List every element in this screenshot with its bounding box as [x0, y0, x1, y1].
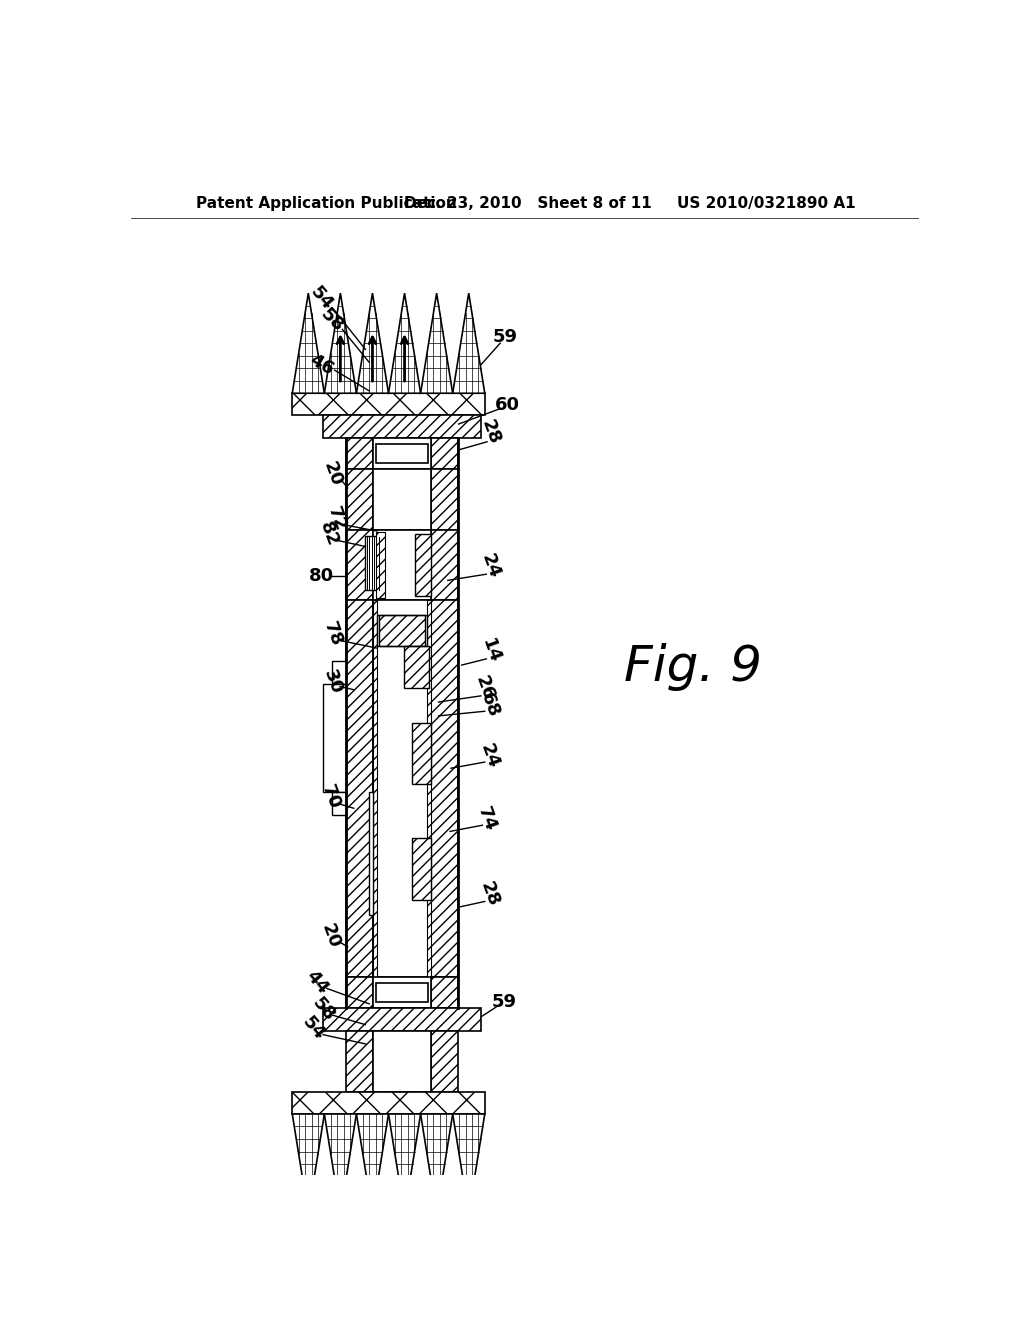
Text: 78: 78 [319, 619, 345, 649]
Bar [346, 438, 373, 469]
Text: 46: 46 [306, 351, 337, 379]
Bar [346, 599, 373, 977]
Bar [416, 535, 431, 595]
Bar [366, 536, 382, 590]
Polygon shape [453, 1114, 484, 1214]
Bar [412, 723, 431, 784]
Bar [373, 438, 431, 469]
Bar [373, 469, 431, 531]
Bar [431, 1031, 458, 1093]
Polygon shape [325, 293, 356, 393]
Text: 20: 20 [319, 459, 345, 488]
Text: Fig. 9: Fig. 9 [624, 643, 762, 690]
Text: 70: 70 [318, 783, 343, 812]
Bar [431, 531, 458, 599]
Text: 14: 14 [478, 636, 504, 667]
Polygon shape [421, 293, 453, 393]
Polygon shape [453, 293, 484, 393]
Bar [431, 469, 458, 531]
Bar [431, 438, 458, 469]
Polygon shape [388, 293, 421, 393]
Bar [376, 444, 428, 462]
Bar [377, 615, 427, 645]
Text: 54: 54 [299, 1014, 329, 1044]
Bar [292, 1093, 484, 1114]
Text: 44: 44 [302, 968, 332, 998]
Bar [346, 531, 373, 599]
Text: 58: 58 [308, 994, 338, 1024]
Bar [427, 599, 431, 977]
Text: 68: 68 [476, 690, 502, 719]
Text: 26: 26 [472, 673, 498, 704]
Text: 28: 28 [476, 879, 502, 909]
Text: Dec. 23, 2010   Sheet 8 of 11: Dec. 23, 2010 Sheet 8 of 11 [403, 195, 651, 211]
Text: 24: 24 [478, 552, 504, 581]
Bar [376, 983, 428, 1002]
Bar [431, 599, 458, 977]
Text: 54: 54 [306, 284, 337, 314]
Polygon shape [356, 1114, 388, 1214]
Polygon shape [325, 1114, 356, 1214]
Bar [412, 838, 431, 900]
Bar [346, 1031, 373, 1093]
Text: US 2010/0321890 A1: US 2010/0321890 A1 [677, 195, 856, 211]
Text: 59: 59 [492, 993, 516, 1011]
Polygon shape [292, 1114, 325, 1214]
Bar [323, 414, 481, 438]
Bar [323, 1007, 481, 1031]
Bar [376, 532, 385, 598]
Bar [373, 1031, 431, 1093]
Text: 72: 72 [325, 504, 349, 533]
Bar [373, 599, 431, 977]
Bar [373, 531, 431, 599]
Text: Patent Application Publication: Patent Application Publication [196, 195, 457, 211]
Polygon shape [388, 1114, 421, 1214]
Bar [379, 615, 425, 645]
Bar [346, 977, 373, 1007]
Text: 59: 59 [493, 329, 518, 346]
Bar [403, 645, 429, 688]
Polygon shape [356, 293, 388, 393]
Text: 30: 30 [319, 667, 345, 697]
Bar [323, 684, 346, 792]
Bar [431, 977, 458, 1007]
Text: 74: 74 [473, 804, 499, 834]
Bar [292, 393, 484, 414]
Bar [333, 792, 346, 816]
Bar [373, 599, 377, 977]
Text: 80: 80 [309, 566, 334, 585]
Text: 28: 28 [478, 417, 504, 446]
Polygon shape [292, 293, 325, 393]
Text: 60: 60 [496, 396, 520, 413]
Bar [346, 469, 373, 531]
Text: 58: 58 [317, 305, 347, 335]
Text: 20: 20 [318, 921, 343, 950]
Text: 82: 82 [316, 519, 342, 549]
Polygon shape [421, 1114, 453, 1214]
Bar [373, 977, 431, 1007]
Bar [333, 661, 346, 684]
Bar [370, 792, 373, 915]
Text: 24: 24 [476, 741, 502, 771]
